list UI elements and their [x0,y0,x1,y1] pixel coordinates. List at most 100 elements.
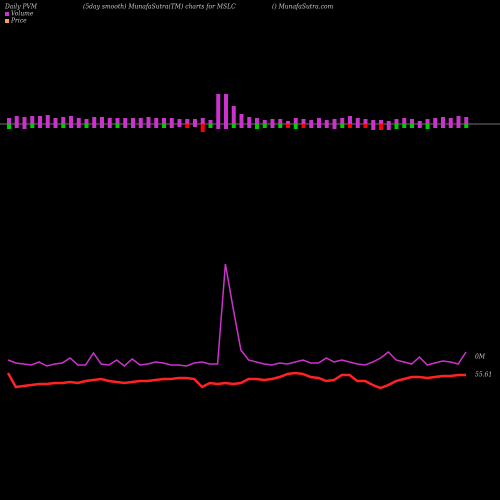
price-bar [169,124,174,128]
volume-bar [278,119,283,124]
volume-bar [61,117,66,124]
volume-bar [38,116,42,124]
price-bar [441,124,445,128]
price-bar [30,124,35,128]
volume-bar [146,117,151,124]
price-bar [355,124,360,128]
price-bar [162,124,166,128]
price-bar [200,124,205,132]
price-bar [363,124,368,128]
price-bar [185,124,190,128]
volume-bar [410,119,414,124]
volume-bar [7,118,11,124]
line-1 [6,371,466,390]
price-bar [131,124,135,128]
price-bar [100,124,104,128]
price-bar [84,124,89,128]
volume-bar [231,106,236,124]
volume-bar [177,119,182,124]
legend-swatch [5,19,9,23]
volume-bar [45,115,50,124]
volume-bar [270,119,275,124]
price-bar [138,124,143,128]
volume-bar [301,119,306,124]
volume-bar [138,118,143,124]
price-bar [417,124,422,128]
price-bar [433,124,438,128]
price-bar [425,124,430,129]
volume-bar [433,118,438,124]
price-bar [255,124,259,129]
price-bar [7,124,11,129]
volume-bar [464,117,469,124]
price-bar [386,124,391,130]
price-bar [301,124,306,128]
price-bar [231,124,236,128]
price-bar [61,124,66,128]
volume-bar [247,117,252,124]
volume-bar [425,119,430,124]
volume-bar [456,116,461,124]
price-bar [92,124,97,128]
price-bar [464,124,469,128]
volume-bar [14,116,19,124]
price-bar [247,124,252,128]
volume-bar [69,116,73,124]
price-bar [216,124,221,129]
volume-bar [402,118,407,124]
source: () MunafaSutra.com [272,4,334,11]
price-bar [154,124,159,128]
volume-bar [262,120,267,124]
volume-bar [154,118,159,124]
price-bar [448,124,453,128]
volume-bar [76,118,81,124]
price-bar [371,124,376,130]
volume-bar [131,118,135,124]
volume-bar [355,118,360,124]
price-bar [348,124,352,128]
volume-bar [162,118,166,124]
price-bar [324,124,329,128]
chart-subtitle: (5day smooth) MunafaSutra(TM) charts for… [83,4,236,11]
volume-bar [239,114,244,124]
legend-swatch [5,12,9,16]
price-bar [224,124,228,129]
price-bar [332,124,337,129]
price-bar [239,124,244,128]
price-bar [45,124,50,128]
volume-bar [193,119,197,124]
volume-bar [324,120,329,124]
volume-bar [317,118,321,124]
volume-bar [100,117,104,124]
volume-bar [441,117,445,124]
volume-bar [200,118,205,124]
legend-label: Price [10,18,27,25]
volume-bar [53,118,58,124]
volume-bar [394,119,399,124]
price-bar [146,124,151,128]
line-end-label: 0M [475,354,486,361]
price-bar [14,124,19,128]
volume-bar [386,121,391,124]
volume-bar [208,120,213,124]
volume-bar [107,118,112,124]
line-end-label: 55.61 [475,372,492,379]
volume-bar [332,119,337,124]
price-bar [309,124,314,128]
volume-bar [115,118,120,124]
price-bar [22,124,27,129]
price-bar [76,124,81,128]
price-bar [278,124,283,128]
price-bar [177,124,182,127]
volume-bar [340,118,345,124]
volume-bar [293,118,298,124]
volume-bar [363,119,368,124]
price-bar [107,124,112,128]
price-bar [317,124,321,128]
volume-bar [348,116,352,124]
price-bar [270,124,275,128]
volume-bar [448,118,453,124]
price-bar [53,124,58,128]
